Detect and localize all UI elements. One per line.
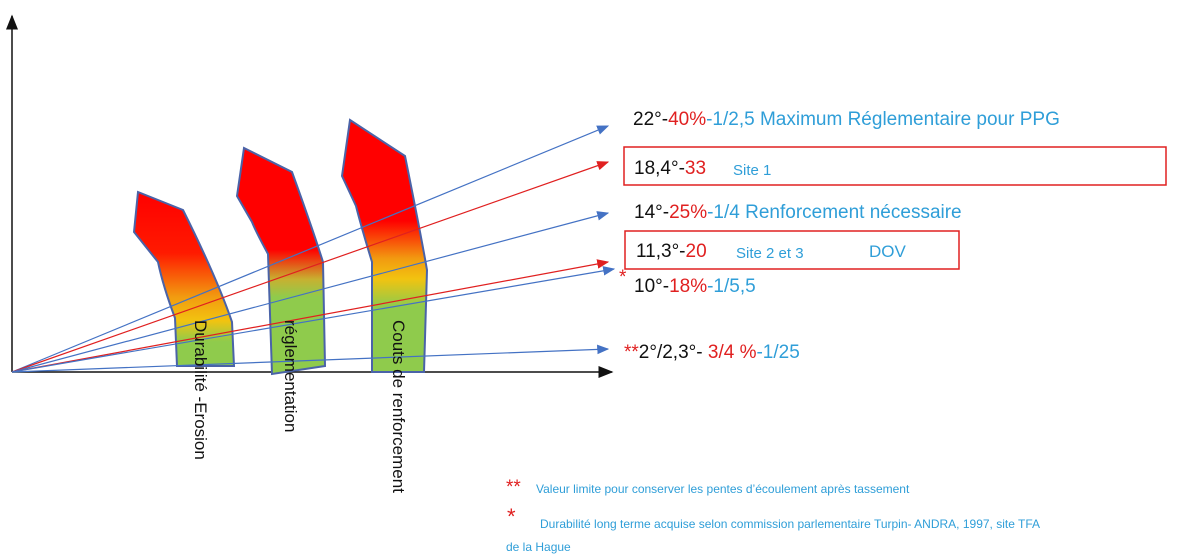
site23-label-bg: [727, 236, 939, 264]
site23-box: [624, 230, 960, 270]
star-mark: *: [619, 267, 627, 288]
footnote2-text-line2: de la Hague: [506, 540, 571, 554]
footnote2-mark: *: [507, 504, 516, 529]
reinforcement-cost-label: Couts de renforcement: [389, 320, 408, 493]
slope-label-11-3: 11,3°-20: [636, 241, 707, 262]
site23-label: Site 2 et 3: [736, 245, 804, 262]
ray-22deg: [11, 125, 610, 373]
footnote2-text-line1: Durabilité long terme acquise selon comm…: [540, 517, 1040, 531]
regulation-label: réglementation: [281, 320, 300, 432]
reinforcement-cost-arrow: [340, 118, 429, 373]
site1-box: [623, 146, 1167, 186]
durability-erosion-arrow: [132, 190, 236, 367]
footnote1-mark: **: [506, 477, 521, 498]
ray-10deg: [11, 266, 616, 373]
slope-label-10: 10°-18%-1/5,5: [634, 276, 756, 297]
durability-erosion-label: Durabilité -Erosion: [191, 320, 210, 460]
ray-11-3deg: [11, 259, 610, 373]
ray-2deg: [11, 344, 610, 373]
site1-label: Site 1: [733, 162, 771, 179]
slope-label-14: 14°-25%-1/4 Renforcement nécessaire: [634, 202, 962, 223]
slope-label-22: 22°-40%-1/2,5 Maximum Réglementaire pour…: [633, 109, 1060, 130]
slope-label-2: **2°/2,3°- 3/4 %-1/25: [624, 342, 800, 363]
ray-18-4deg: [11, 161, 610, 373]
dov-label: DOV: [869, 242, 907, 261]
slope-label-18-4: 18,4°-33: [634, 158, 706, 179]
footnote1-text: Valeur limite pour conserver les pentes …: [536, 482, 910, 496]
ray-14deg: [11, 211, 610, 373]
site1-label-bg: [721, 152, 936, 182]
